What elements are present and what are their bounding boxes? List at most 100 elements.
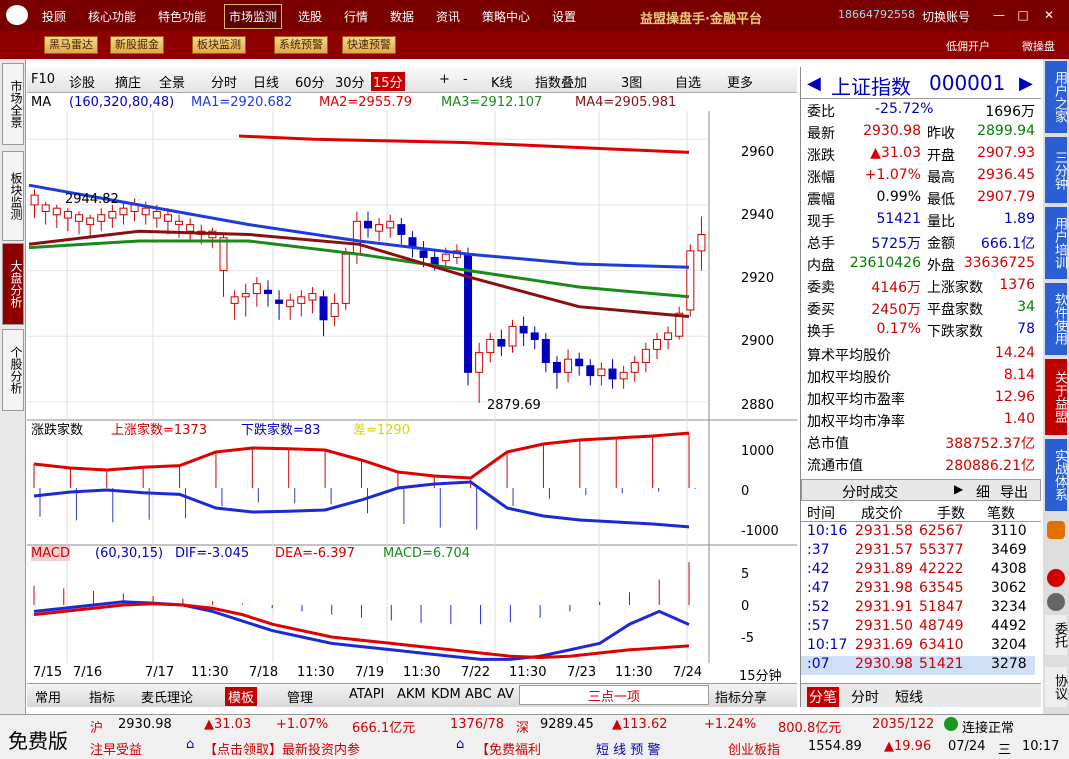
candle[interactable] xyxy=(30,189,39,219)
candle[interactable] xyxy=(352,211,361,264)
f10-button[interactable]: F10 xyxy=(31,72,56,87)
maximize-icon[interactable]: □ xyxy=(1017,8,1029,22)
tick-row[interactable]: :42 2931.89 42222 4308 xyxy=(801,561,1035,580)
candle[interactable] xyxy=(597,362,606,386)
candle[interactable] xyxy=(530,326,539,350)
news-ticker-2[interactable]: 【点击领取】最新投资内参 xyxy=(204,743,361,758)
candle[interactable] xyxy=(586,359,595,386)
tab-sector-monitor[interactable]: 板块监测 xyxy=(2,151,24,241)
candle[interactable] xyxy=(186,218,195,242)
candle[interactable] xyxy=(130,198,139,222)
candle[interactable] xyxy=(341,247,350,310)
next-stock-icon[interactable]: ▶ xyxy=(1019,73,1033,94)
ma-label[interactable]: MA xyxy=(31,95,52,110)
support-icon[interactable] xyxy=(1047,593,1065,611)
close-icon[interactable]: ✕ xyxy=(1043,8,1055,22)
ticks-expand-icon[interactable]: ▶ xyxy=(954,482,964,496)
candle[interactable] xyxy=(175,214,184,238)
candle[interactable] xyxy=(408,231,417,258)
watchlist-dropdown[interactable]: 自选 xyxy=(675,76,702,91)
tab-indicator[interactable]: 指标 xyxy=(89,691,116,706)
candle[interactable] xyxy=(75,211,84,235)
diagnose-button[interactable]: 诊股 xyxy=(69,76,96,91)
tab-atapi[interactable]: ATAPI xyxy=(349,687,385,702)
candle[interactable] xyxy=(275,290,284,320)
user-phone[interactable]: 18664792558 xyxy=(838,8,915,21)
candle[interactable] xyxy=(86,214,95,238)
candle[interactable] xyxy=(575,352,584,376)
tab-manage[interactable]: 管理 xyxy=(287,691,314,706)
candle[interactable] xyxy=(308,286,317,314)
candle[interactable] xyxy=(552,355,561,389)
sector-monitor-button[interactable]: 板块监测 xyxy=(192,36,246,54)
menu-settings[interactable]: 设置 xyxy=(552,10,577,24)
sh-label[interactable]: 沪 xyxy=(90,721,104,736)
tab-av[interactable]: AV xyxy=(497,687,514,702)
more-dropdown[interactable]: 更多 xyxy=(727,76,754,91)
candle[interactable] xyxy=(697,216,706,271)
period-tag[interactable]: 15分钟 xyxy=(739,669,782,684)
chat-icon[interactable] xyxy=(1047,521,1065,539)
menu-feature[interactable]: 特色功能 xyxy=(158,10,207,24)
candle[interactable] xyxy=(208,227,217,248)
candle[interactable] xyxy=(108,204,117,228)
short-warning-link[interactable]: 短 线 预 警 xyxy=(596,743,661,758)
tab-common[interactable]: 常用 xyxy=(35,691,62,706)
micro-trade-link[interactable]: 微操盘 xyxy=(1022,40,1055,53)
zoom-in-button[interactable]: + xyxy=(439,72,450,87)
candle[interactable] xyxy=(541,332,550,373)
candle[interactable] xyxy=(630,355,639,383)
30min-button[interactable]: 30分 xyxy=(335,76,365,91)
daily-button[interactable]: 日线 xyxy=(253,76,280,91)
candle[interactable] xyxy=(219,234,228,297)
sz-label[interactable]: 深 xyxy=(516,721,530,736)
menu-core[interactable]: 核心功能 xyxy=(88,10,137,24)
overview-button[interactable]: 全景 xyxy=(159,76,186,91)
intraday-button[interactable]: 分时 xyxy=(211,76,238,91)
candle[interactable] xyxy=(41,201,50,225)
candle[interactable] xyxy=(241,283,250,317)
cyb-label[interactable]: 创业板指 xyxy=(728,743,781,758)
candle[interactable] xyxy=(52,204,61,228)
service-icon[interactable] xyxy=(1047,569,1065,587)
candle[interactable] xyxy=(664,326,673,350)
tab-software-usage[interactable]: 软件使用 xyxy=(1045,283,1067,355)
candle[interactable] xyxy=(475,342,484,403)
tab-user-training[interactable]: 用户培训 xyxy=(1045,207,1067,279)
tick-row[interactable]: :47 2931.98 63545 3062 xyxy=(801,580,1035,599)
kline-chart-area[interactable]: MA (160,320,80,48) MA1=2920.682 MA2=2955… xyxy=(27,93,797,684)
minimize-icon[interactable]: — xyxy=(993,8,1005,22)
menu-data[interactable]: 数据 xyxy=(390,10,415,24)
news-ticker-1[interactable]: 注早受益 xyxy=(90,743,143,758)
menu-news[interactable]: 资讯 xyxy=(436,10,461,24)
tab-combat-system[interactable]: 实战体系 xyxy=(1045,439,1067,511)
tab-three-minutes[interactable]: 三分钟 xyxy=(1045,137,1067,203)
candle[interactable] xyxy=(486,332,495,363)
candle[interactable] xyxy=(497,329,506,356)
system-alert-button[interactable]: 系统预警 xyxy=(274,36,328,54)
tab-abc[interactable]: ABC xyxy=(465,687,492,702)
zhaizhuang-button[interactable]: 摘庄 xyxy=(115,76,142,91)
new-stock-button[interactable]: 新股掘金 xyxy=(110,36,164,54)
zdjs-label[interactable]: 涨跌家数 xyxy=(31,423,84,438)
candle[interactable] xyxy=(386,214,395,238)
three-chart-dropdown[interactable]: 3图 xyxy=(621,76,643,91)
tick-row[interactable]: :57 2931.50 48749 4492 xyxy=(801,618,1035,637)
candle[interactable] xyxy=(619,365,628,389)
tab-user-home[interactable]: 用户之家 xyxy=(1045,61,1067,133)
switch-account-link[interactable]: 切换账号 xyxy=(922,10,971,24)
tab-market-overview[interactable]: 市场全景 xyxy=(2,63,24,145)
tab-mai-theory[interactable]: 麦氏理论 xyxy=(141,691,194,706)
ticks-export-button[interactable]: 导出 xyxy=(1000,485,1028,501)
tab-minute[interactable]: 分时 xyxy=(851,690,879,706)
prev-stock-icon[interactable]: ◀ xyxy=(807,73,821,94)
candle[interactable] xyxy=(286,293,295,320)
tab-tick[interactable]: 分笔 xyxy=(807,687,839,707)
menu-select-stock[interactable]: 选股 xyxy=(298,10,323,24)
candle[interactable] xyxy=(263,280,272,307)
15min-button[interactable]: 15分 xyxy=(371,72,405,91)
candle[interactable] xyxy=(252,277,261,307)
menu-quote[interactable]: 行情 xyxy=(344,10,369,24)
tick-row[interactable]: 10:16 2931.58 62567 3110 xyxy=(801,523,1035,542)
candle[interactable] xyxy=(652,332,661,360)
